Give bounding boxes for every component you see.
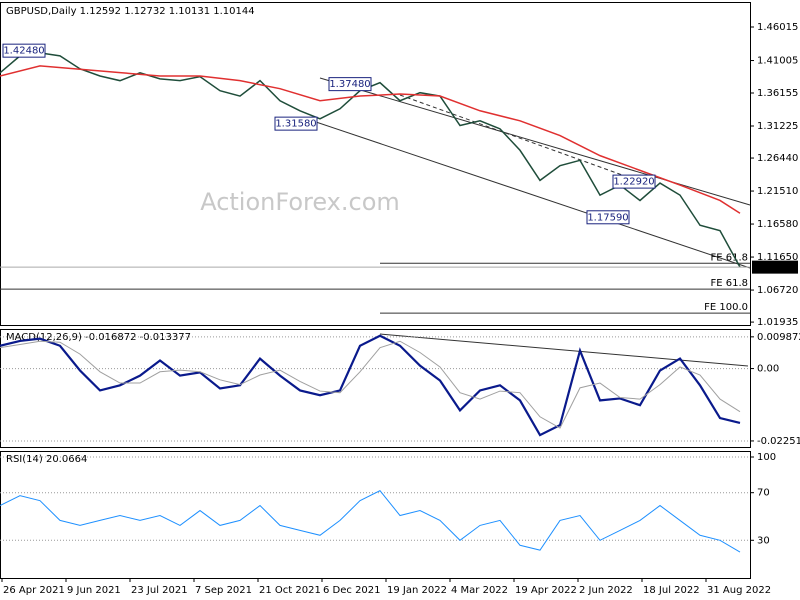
price-label-box bbox=[2, 43, 46, 58]
x-tick-label: 19 Jan 2022 bbox=[387, 585, 447, 596]
y-tick-label: 1.06720 bbox=[757, 285, 798, 296]
x-tick-label: 19 Apr 2022 bbox=[515, 585, 577, 596]
x-tick-label: 23 Jul 2021 bbox=[131, 585, 188, 596]
y-tick-label: 1.16580 bbox=[757, 219, 798, 230]
price-label: 1.31580 bbox=[275, 119, 316, 130]
price-label-box bbox=[612, 174, 656, 189]
y-tick-label: 1.21510 bbox=[757, 186, 798, 197]
y-tick-label: 1.11650 bbox=[757, 252, 798, 263]
x-tick-label: 18 Jul 2022 bbox=[643, 585, 700, 596]
macd-title: MACD(12,26,9) -0.016872 -0.013377 bbox=[6, 332, 191, 343]
trend-line bbox=[315, 121, 751, 269]
current-price-label: 1.10144 bbox=[755, 262, 796, 273]
price-label-box bbox=[586, 210, 630, 225]
y-tick-label: -0.022516 bbox=[757, 436, 800, 447]
series-line bbox=[0, 340, 741, 429]
y-tick-label: 70 bbox=[757, 488, 770, 499]
fe-label: FE 61.8 bbox=[710, 278, 748, 289]
x-tick-label: 21 Oct 2021 bbox=[259, 585, 321, 596]
y-tick-label: 100 bbox=[757, 452, 776, 463]
current-price-box bbox=[752, 260, 798, 274]
price-label: 1.37480 bbox=[329, 79, 370, 90]
x-tick-label: 2 Jun 2022 bbox=[579, 585, 633, 596]
y-tick-label: 30 bbox=[757, 535, 770, 546]
macd-panel bbox=[0, 329, 751, 448]
x-tick-label: 4 Mar 2022 bbox=[451, 585, 508, 596]
y-tick-label: 1.36155 bbox=[757, 88, 798, 99]
watermark: ActionForex.com bbox=[200, 188, 400, 216]
x-tick-label: 6 Dec 2021 bbox=[323, 585, 381, 596]
fe-label: FE 100.0 bbox=[704, 302, 748, 313]
rsi-title: RSI(14) 20.0664 bbox=[6, 454, 87, 465]
x-tick-label: 9 Jun 2021 bbox=[67, 585, 121, 596]
y-tick-label: 1.46015 bbox=[757, 22, 798, 33]
y-tick-label: 0.009872 bbox=[757, 332, 800, 343]
macd-trend-line bbox=[379, 333, 749, 367]
x-tick-label: 31 Aug 2022 bbox=[707, 585, 771, 596]
series-line bbox=[0, 65, 741, 214]
rsi-panel bbox=[0, 451, 751, 579]
series-line bbox=[0, 490, 741, 553]
y-tick-label: 0.00 bbox=[757, 364, 779, 375]
series-line bbox=[0, 334, 741, 437]
x-tick-label: 26 Apr 2021 bbox=[3, 585, 65, 596]
price-label: 1.17590 bbox=[587, 212, 628, 223]
price-label: 1.22920 bbox=[613, 177, 654, 188]
price-label-box bbox=[328, 77, 372, 92]
trend-line bbox=[319, 77, 751, 206]
chart-title: GBPUSD,Daily 1.12592 1.12732 1.10131 1.1… bbox=[6, 6, 255, 17]
y-tick-label: 1.31225 bbox=[757, 121, 798, 132]
y-tick-label: 1.01935 bbox=[757, 317, 798, 328]
y-tick-label: 1.41005 bbox=[757, 56, 798, 67]
price-label-box bbox=[274, 116, 318, 131]
price-panel bbox=[0, 2, 751, 326]
y-tick-label: 1.26440 bbox=[757, 153, 798, 164]
price-label: 1.42480 bbox=[3, 46, 44, 57]
trend-line bbox=[399, 94, 651, 186]
fe-label: FE 61.8 bbox=[710, 252, 748, 263]
x-tick-label: 7 Sep 2021 bbox=[195, 585, 252, 596]
